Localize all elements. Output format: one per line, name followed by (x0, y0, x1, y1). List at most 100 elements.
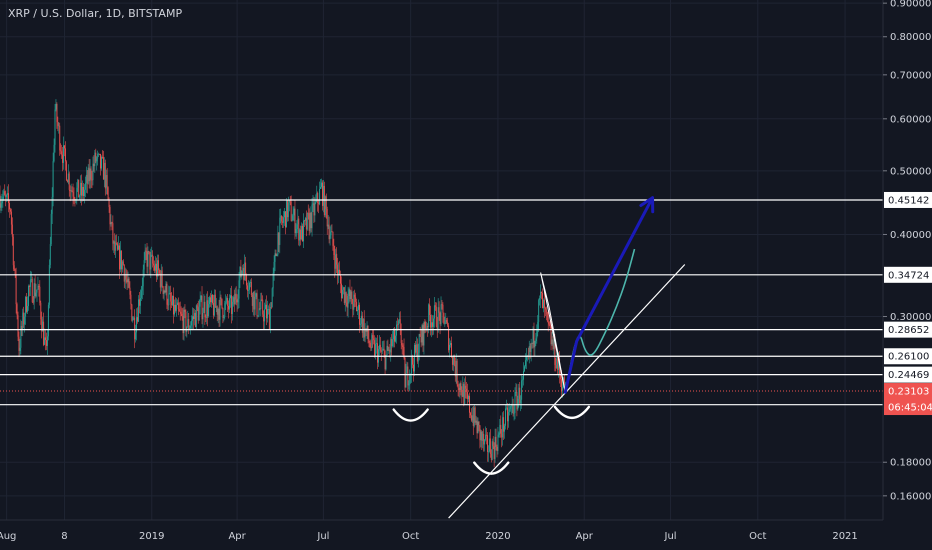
candle-body (553, 339, 555, 350)
candle-body (201, 295, 203, 320)
candle-body (541, 291, 543, 294)
candle-body (411, 356, 413, 374)
candle-body (109, 207, 111, 225)
candle-body (414, 344, 416, 353)
time-tick-label: Apr (576, 531, 594, 542)
candle-body (472, 415, 474, 426)
candle-body (179, 311, 181, 312)
candle-body (237, 298, 239, 303)
candle-body (448, 325, 450, 351)
candle-body (321, 182, 322, 187)
candle-body (449, 344, 451, 351)
countdown-label: 06:45:04 (888, 403, 932, 414)
candle-body (26, 296, 28, 312)
candle-body (452, 356, 454, 365)
candle-body (353, 294, 355, 310)
candle-body (287, 202, 289, 218)
candle-body (543, 299, 544, 309)
candle-body (384, 350, 386, 370)
candle-body (396, 324, 398, 326)
candle-body (19, 347, 21, 351)
candle-body (58, 125, 60, 127)
candle-body (551, 339, 553, 345)
candle-body (298, 218, 300, 241)
candle-body (456, 360, 458, 385)
price-axis[interactable]: 0.90000 0.80000 0.70000 0.60000 0.50000 0.400… (882, 0, 932, 550)
candle-body (322, 185, 324, 206)
candle-body (283, 217, 285, 223)
candle-body (106, 175, 108, 188)
candle-body (260, 299, 262, 309)
candle-body (544, 307, 546, 310)
candle-body (364, 328, 366, 338)
candle-body (474, 407, 476, 423)
level-price-label: 0.45142 (888, 195, 929, 206)
candle-body (332, 231, 334, 246)
candle-body (49, 244, 51, 265)
candle-body (390, 339, 392, 353)
candle-body (43, 321, 45, 345)
candle-body (484, 439, 486, 445)
candle-body (81, 182, 83, 196)
candle-body (93, 163, 95, 167)
drawings (392, 196, 686, 519)
candle-body (299, 229, 301, 241)
time-axis[interactable]: Aug 8 2019 Apr Jul Oct 2020 Apr Jul Oct 2021 (0, 519, 932, 550)
candle-body (248, 289, 249, 291)
candle-body (284, 211, 285, 218)
candle-body (57, 122, 59, 126)
candle-body (34, 283, 36, 297)
candle-body (316, 192, 318, 201)
candle-body (72, 191, 74, 197)
candle-body (492, 441, 494, 447)
candle-body (413, 364, 414, 372)
candle-body (532, 328, 534, 344)
candle-body (418, 334, 420, 353)
candle-body (233, 297, 235, 305)
candle-body (327, 224, 329, 227)
candle-body (432, 322, 433, 327)
candle-body (138, 299, 139, 322)
candle-body (171, 301, 173, 306)
candle-body (101, 157, 103, 158)
candle-body (522, 379, 524, 381)
candle-body (276, 254, 278, 256)
candle-body (250, 282, 252, 296)
candle-body (33, 283, 35, 303)
candle-body (286, 200, 288, 218)
candle-body (451, 357, 453, 365)
candle-body (272, 273, 274, 289)
candle-body (29, 279, 31, 287)
candle-body (405, 372, 407, 388)
candle-body (489, 438, 491, 455)
candle-body (554, 339, 556, 365)
candle-body (172, 295, 174, 306)
candle-body (25, 296, 27, 317)
candle-body (444, 323, 446, 325)
candle-body (414, 344, 415, 372)
candle-body (389, 349, 391, 353)
candle-body (538, 300, 540, 322)
candle-body (55, 103, 57, 110)
candle-body (21, 325, 23, 329)
candle-body (351, 291, 353, 304)
candle-body (176, 302, 178, 305)
candle-body (28, 285, 29, 307)
candle-body (329, 235, 331, 240)
candle-body (214, 294, 216, 308)
candle-body (188, 319, 190, 330)
candle-body (416, 344, 418, 362)
candle-body (183, 309, 185, 334)
candle-body (412, 356, 414, 365)
candle-body (397, 320, 399, 326)
candle-body (262, 299, 264, 315)
candle-body (252, 291, 254, 306)
candle-body (304, 220, 305, 222)
support-resistance-levels (0, 199, 883, 406)
candle-body (487, 435, 488, 452)
candle-body (20, 325, 22, 348)
candle-body (552, 339, 554, 350)
candle-body (147, 251, 149, 267)
